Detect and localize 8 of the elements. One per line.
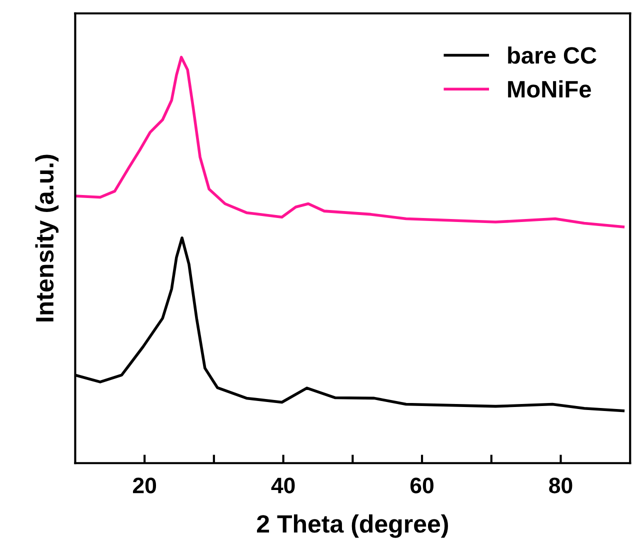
- y-axis-title: Intensity (a.u.): [35, 154, 59, 322]
- legend-label: MoNiFe: [508, 80, 591, 98]
- x-tick-label: 40: [271, 478, 295, 494]
- legend-label: bare CC: [508, 46, 596, 64]
- x-tick-label: 20: [132, 478, 156, 494]
- x-tick-label: 80: [549, 478, 572, 494]
- x-tick-label: 60: [410, 478, 434, 494]
- x-axis-title: 2 Theta (degree): [256, 514, 448, 538]
